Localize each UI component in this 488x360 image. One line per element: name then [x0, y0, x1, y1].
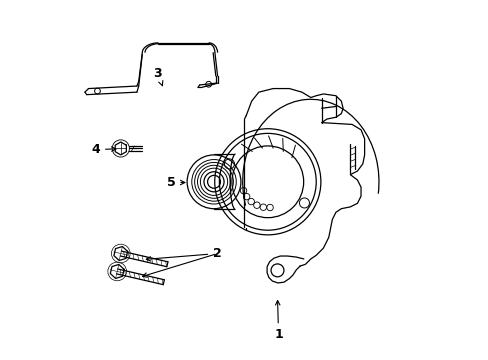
- Text: 5: 5: [166, 176, 184, 189]
- Text: 2: 2: [146, 247, 222, 261]
- Text: 1: 1: [274, 301, 283, 341]
- Text: 3: 3: [153, 67, 163, 86]
- Text: 4: 4: [91, 143, 116, 156]
